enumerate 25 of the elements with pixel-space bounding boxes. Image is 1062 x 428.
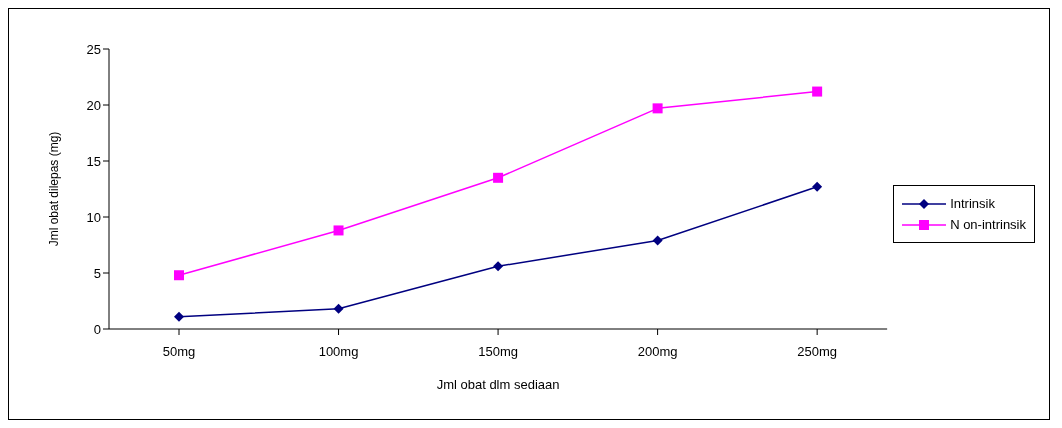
legend-label: N on-intrinsik (950, 217, 1026, 232)
x-tick-label: 150mg (478, 344, 518, 360)
point (174, 311, 184, 322)
y-tick-label: 10 (86, 209, 101, 225)
point (333, 225, 344, 236)
legend-label: Intrinsik (950, 196, 995, 211)
point (812, 86, 823, 97)
point (333, 303, 344, 314)
y-axis-title: Jml obat dilepas (mg) (47, 131, 62, 247)
y-tick-label: 5 (93, 265, 101, 281)
point (652, 103, 663, 114)
x-tick-label: 250mg (797, 344, 838, 360)
point (812, 181, 823, 192)
point (493, 261, 504, 272)
x-tick-label: 200mg (637, 344, 678, 360)
x-axis-title: Jml obat dlm sediaan (436, 377, 560, 392)
y-tick-label: 0 (93, 321, 101, 337)
x-tick-label: 50mg (162, 344, 196, 360)
y-tick-label: 25 (86, 41, 101, 57)
x-tick-label: 100mg (318, 344, 359, 360)
y-tick-label: 15 (86, 153, 101, 169)
y-tick-label: 20 (86, 97, 101, 113)
point (652, 235, 663, 246)
point (493, 172, 504, 183)
point (174, 270, 184, 281)
